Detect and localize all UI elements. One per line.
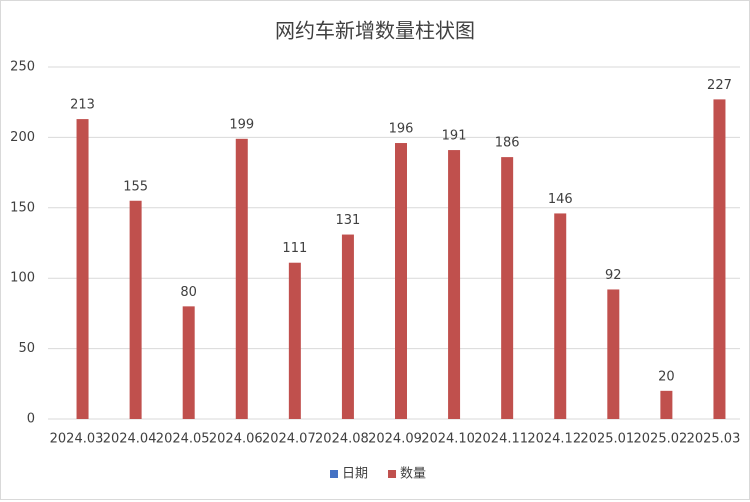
y-tick-label: 0 bbox=[27, 412, 35, 427]
x-tick-label: 2024.07 bbox=[262, 432, 316, 447]
data-label: 146 bbox=[548, 192, 573, 207]
x-tick-label: 2024.03 bbox=[50, 432, 104, 447]
bar bbox=[235, 138, 248, 420]
data-label: 80 bbox=[180, 285, 197, 300]
bar bbox=[554, 213, 567, 419]
data-label: 20 bbox=[658, 369, 675, 384]
y-tick-label: 250 bbox=[10, 60, 35, 75]
bar bbox=[713, 99, 726, 419]
bar bbox=[448, 150, 461, 419]
bar bbox=[341, 234, 354, 419]
x-tick-label: 2024.11 bbox=[474, 432, 528, 447]
x-tick-label: 2024.12 bbox=[527, 432, 581, 447]
chart-title: 网约车新增数量柱状图 bbox=[275, 19, 475, 43]
y-tick-label: 100 bbox=[10, 271, 35, 286]
data-label: 131 bbox=[336, 213, 361, 228]
legend-swatch bbox=[388, 470, 397, 478]
x-tick-label: 2024.04 bbox=[103, 432, 157, 447]
bar bbox=[501, 157, 514, 419]
data-label: 199 bbox=[229, 117, 254, 132]
x-tick-label: 2024.06 bbox=[209, 432, 263, 447]
bar bbox=[76, 119, 89, 419]
data-label: 92 bbox=[605, 268, 622, 283]
legend-label: 日期 bbox=[342, 467, 368, 482]
legend-label: 数量 bbox=[400, 467, 426, 482]
data-label: 196 bbox=[389, 122, 414, 137]
data-label: 191 bbox=[442, 129, 467, 144]
x-tick-label: 2025.01 bbox=[580, 432, 634, 447]
x-tick-label: 2024.09 bbox=[368, 432, 422, 447]
data-label: 155 bbox=[123, 179, 148, 194]
x-tick-label: 2024.08 bbox=[315, 432, 369, 447]
x-tick-label: 2025.02 bbox=[634, 432, 688, 447]
y-tick-label: 200 bbox=[10, 130, 35, 145]
x-tick-label: 2024.10 bbox=[421, 432, 475, 447]
x-tick-label: 2025.03 bbox=[687, 432, 741, 447]
data-label: 111 bbox=[282, 241, 307, 256]
legend-swatch bbox=[330, 470, 338, 478]
bar bbox=[395, 143, 407, 420]
bar bbox=[288, 262, 301, 419]
data-label: 227 bbox=[707, 78, 732, 93]
data-label: 186 bbox=[495, 136, 520, 151]
bar bbox=[660, 390, 673, 419]
bar bbox=[129, 200, 142, 419]
x-tick-label: 2024.05 bbox=[156, 432, 210, 447]
bar bbox=[182, 306, 195, 419]
y-tick-label: 50 bbox=[18, 341, 35, 356]
data-label: 213 bbox=[70, 98, 95, 113]
bar bbox=[607, 289, 620, 419]
y-tick-label: 150 bbox=[10, 200, 35, 215]
